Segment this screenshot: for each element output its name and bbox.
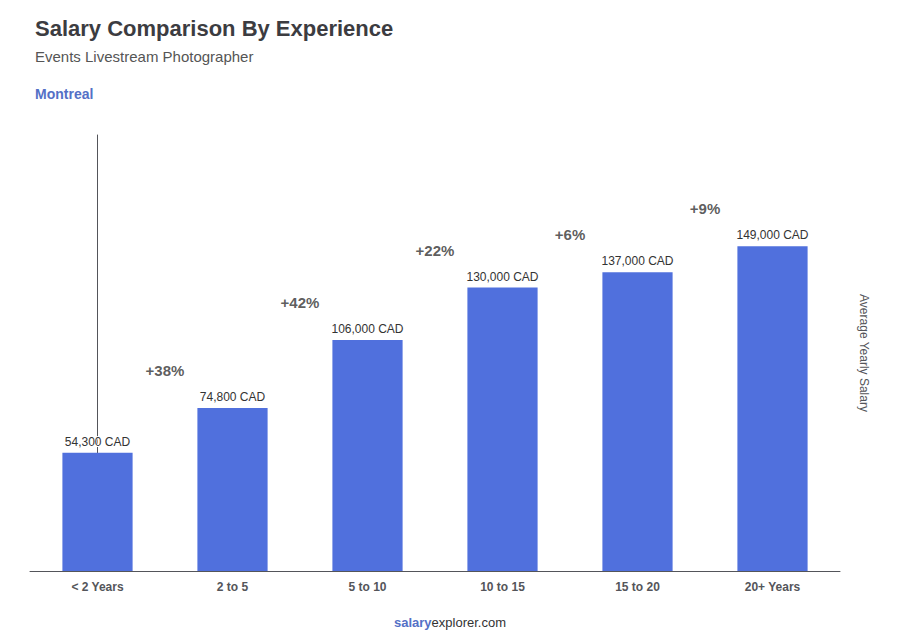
svg-text:130,000 CAD: 130,000 CAD (466, 270, 538, 284)
svg-text:+6%: +6% (555, 226, 585, 243)
svg-text:54,300 CAD: 54,300 CAD (65, 435, 131, 449)
svg-text:Salary Comparison By Experienc: Salary Comparison By Experience (35, 16, 393, 41)
svg-text:74,800 CAD: 74,800 CAD (200, 390, 266, 404)
svg-text:10 to 15: 10 to 15 (480, 580, 525, 594)
svg-text:137,000 CAD: 137,000 CAD (601, 254, 673, 268)
svg-text:106,000 CAD: 106,000 CAD (331, 322, 403, 336)
svg-text:2 to 5: 2 to 5 (217, 580, 249, 594)
svg-text:149,000 CAD: 149,000 CAD (736, 228, 808, 242)
svg-text:+22%: +22% (416, 242, 455, 259)
svg-text:Average Yearly Salary: Average Yearly Salary (857, 294, 871, 412)
svg-text:Montreal: Montreal (35, 86, 93, 102)
svg-text:Events Livestream Photographer: Events Livestream Photographer (35, 48, 253, 65)
svg-text:20+ Years: 20+ Years (745, 580, 801, 594)
svg-text:+42%: +42% (281, 294, 320, 311)
svg-text:5 to 10: 5 to 10 (348, 580, 386, 594)
svg-text:< 2 Years: < 2 Years (71, 580, 123, 594)
svg-text:salary: salary (394, 615, 432, 630)
svg-text:15 to 20: 15 to 20 (615, 580, 660, 594)
svg-text:+38%: +38% (146, 362, 185, 379)
svg-text:+9%: +9% (690, 200, 720, 217)
svg-text:explorer.com: explorer.com (432, 615, 506, 630)
